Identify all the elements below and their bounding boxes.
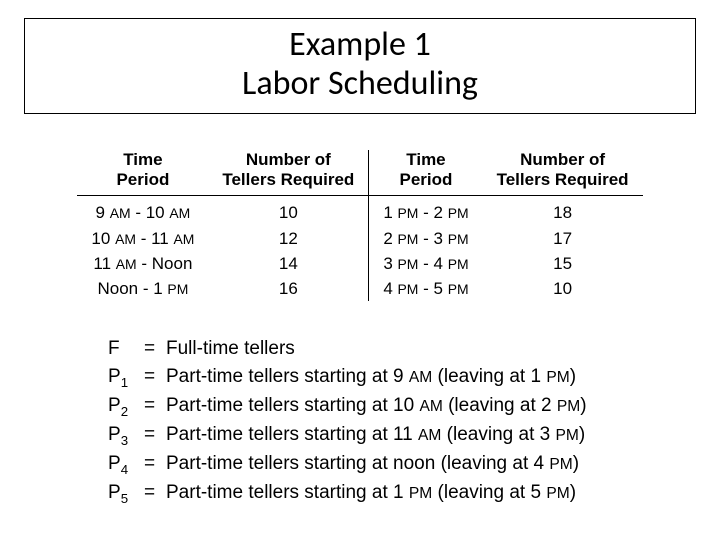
definition-row: P4 = Part-time tellers starting at noon … <box>108 450 696 479</box>
table-row: Noon - 1 PM 16 4 PM - 5 PM 10 <box>77 276 642 301</box>
definition-equals: = <box>144 421 166 449</box>
cell-time: 3 PM - 4 PM <box>369 251 483 276</box>
tellers-table: TimePeriod Number ofTellers Required Tim… <box>77 150 642 301</box>
definition-equals: = <box>144 363 166 391</box>
col-header-tellers-left: Number ofTellers Required <box>208 150 368 196</box>
definition-row: P3 = Part-time tellers starting at 11 AM… <box>108 421 696 450</box>
table-row: 10 AM - 11 AM 12 2 PM - 3 PM 17 <box>77 226 642 251</box>
title-box: Example 1 Labor Scheduling <box>24 18 696 114</box>
cell-time: 11 AM - Noon <box>77 251 208 276</box>
table-row: 11 AM - Noon 14 3 PM - 4 PM 15 <box>77 251 642 276</box>
definition-symbol: P5 <box>108 479 144 508</box>
cell-time: 1 PM - 2 PM <box>369 196 483 226</box>
title-line-1: Example 1 <box>25 25 695 64</box>
cell-tellers: 17 <box>483 226 643 251</box>
definition-equals: = <box>144 450 166 478</box>
tellers-table-wrap: TimePeriod Number ofTellers Required Tim… <box>24 150 696 301</box>
cell-tellers: 12 <box>208 226 368 251</box>
title-line-2: Labor Scheduling <box>25 64 695 103</box>
definition-symbol: P4 <box>108 450 144 479</box>
cell-tellers: 10 <box>208 196 368 226</box>
col-header-time-right: TimePeriod <box>369 150 483 196</box>
definition-equals: = <box>144 479 166 507</box>
definition-symbol: P2 <box>108 392 144 421</box>
definition-row: F = Full-time tellers <box>108 335 696 363</box>
definition-desc: Part-time tellers starting at 11 AM (lea… <box>166 421 585 449</box>
definition-desc: Part-time tellers starting at 9 AM (leav… <box>166 363 576 391</box>
definition-row: P1 = Part-time tellers starting at 9 AM … <box>108 363 696 392</box>
definitions-list: F = Full-time tellers P1 = Part-time tel… <box>108 335 696 508</box>
definition-equals: = <box>144 392 166 420</box>
cell-time: 9 AM - 10 AM <box>77 196 208 226</box>
definition-symbol: F <box>108 335 144 363</box>
cell-time: 4 PM - 5 PM <box>369 276 483 301</box>
definition-row: P5 = Part-time tellers starting at 1 PM … <box>108 479 696 508</box>
cell-tellers: 10 <box>483 276 643 301</box>
definition-symbol: P1 <box>108 363 144 392</box>
col-header-time-left: TimePeriod <box>77 150 208 196</box>
table-header-row: TimePeriod Number ofTellers Required Tim… <box>77 150 642 196</box>
cell-tellers: 16 <box>208 276 368 301</box>
col-header-tellers-right: Number ofTellers Required <box>483 150 643 196</box>
cell-time: Noon - 1 PM <box>77 276 208 301</box>
definition-desc: Full-time tellers <box>166 335 295 363</box>
definition-desc: Part-time tellers starting at 1 PM (leav… <box>166 479 576 507</box>
cell-tellers: 14 <box>208 251 368 276</box>
definition-symbol: P3 <box>108 421 144 450</box>
cell-tellers: 18 <box>483 196 643 226</box>
cell-tellers: 15 <box>483 251 643 276</box>
cell-time: 2 PM - 3 PM <box>369 226 483 251</box>
definition-equals: = <box>144 335 166 363</box>
definition-row: P2 = Part-time tellers starting at 10 AM… <box>108 392 696 421</box>
definition-desc: Part-time tellers starting at noon (leav… <box>166 450 579 478</box>
definition-desc: Part-time tellers starting at 10 AM (lea… <box>166 392 587 420</box>
table-row: 9 AM - 10 AM 10 1 PM - 2 PM 18 <box>77 196 642 226</box>
cell-time: 10 AM - 11 AM <box>77 226 208 251</box>
